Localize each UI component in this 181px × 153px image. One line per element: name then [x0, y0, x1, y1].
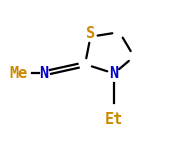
- Text: N: N: [110, 66, 119, 81]
- Text: N: N: [39, 66, 48, 81]
- Text: Et: Et: [105, 112, 123, 127]
- Text: Me: Me: [9, 66, 27, 81]
- Text: S: S: [86, 26, 95, 41]
